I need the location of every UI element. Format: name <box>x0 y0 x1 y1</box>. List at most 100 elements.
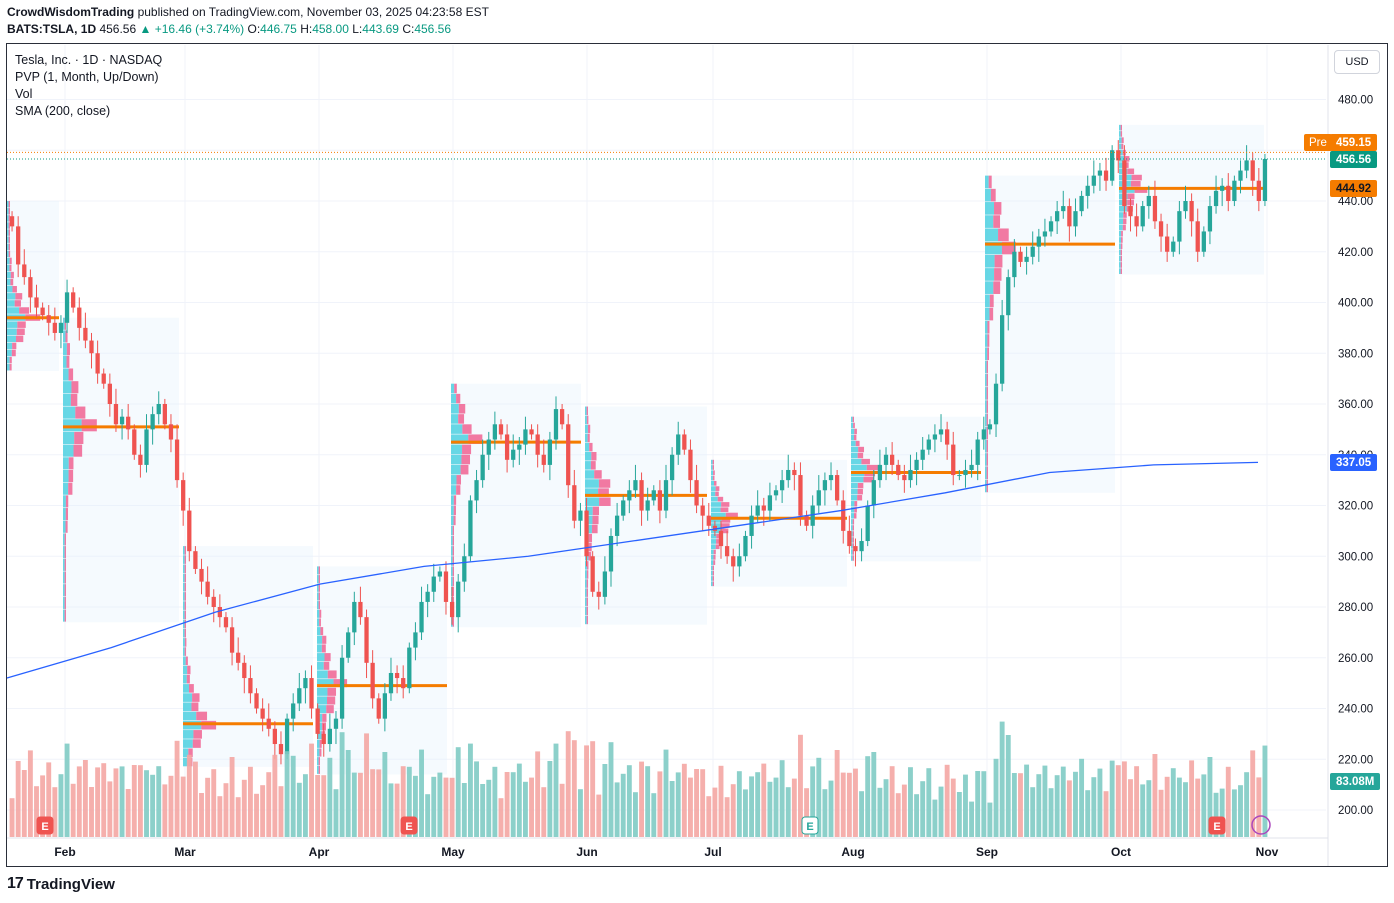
vp-down-Aug-22 <box>852 549 854 555</box>
author-name[interactable]: CrowdWisdomTrading <box>7 5 135 19</box>
candle-body-111 <box>688 449 693 481</box>
candle-body-159 <box>981 429 986 440</box>
y-tick-440: 440.00 <box>1338 196 1373 208</box>
vp-up-Apr-7 <box>317 627 321 636</box>
vp-up-Aug-20 <box>851 537 853 543</box>
volume-bar-48 <box>302 774 308 837</box>
earnings-marker-2 <box>801 816 819 835</box>
candle-body-79 <box>492 424 498 440</box>
candle-body-47 <box>297 688 302 704</box>
vp-down-Jan-9 <box>9 264 12 272</box>
vp-down-Oct-3 <box>1121 143 1124 150</box>
legend-title[interactable]: Tesla, Inc. · 1D · NASDAQ <box>15 53 163 67</box>
chart-frame[interactable] <box>6 43 1388 867</box>
vp-up-Oct-16 <box>1119 224 1123 231</box>
vp-down-Sep-15 <box>986 373 988 387</box>
candle-body-177 <box>1091 175 1096 186</box>
volume-bar-181 <box>1115 765 1121 837</box>
candle-body-97 <box>602 571 608 597</box>
legend-pvp[interactable]: PVP (1, Month, Up/Down) <box>15 70 159 84</box>
volume-bar-179 <box>1103 791 1109 837</box>
candle-body-62 <box>388 672 394 694</box>
tradingview-logo[interactable]: 17 TradingView <box>7 875 115 893</box>
vp-down-Feb-2 <box>66 343 70 356</box>
vp-down-Jun-11 <box>592 506 600 516</box>
vp-up-May-11 <box>451 495 454 505</box>
currency-button[interactable]: USD <box>1334 50 1380 74</box>
open-label: O: <box>247 22 261 36</box>
volume-bar-163 <box>1005 735 1011 837</box>
volume-bar-76 <box>474 761 479 837</box>
candle-body-55 <box>346 632 351 658</box>
vp-down-Apr-15 <box>327 696 336 705</box>
volume-bar-61 <box>382 752 388 837</box>
vp-up-May-12 <box>451 505 454 516</box>
candle-body-22 <box>144 429 149 465</box>
candle-body-70 <box>437 571 443 577</box>
volume-bar-53 <box>333 789 339 837</box>
candle-body-101 <box>627 490 632 501</box>
vp-up-Jul-21 <box>711 570 713 576</box>
vp-up-May-13 <box>451 515 454 526</box>
vp-down-Mar-16 <box>192 693 200 702</box>
candle-body-26 <box>168 424 174 440</box>
candle-body-182 <box>1122 160 1127 207</box>
vp-up-Aug-0 <box>851 416 853 423</box>
candle-body-147 <box>908 469 913 481</box>
candle-body-94 <box>584 510 589 557</box>
candle-body-98 <box>608 535 614 572</box>
volume-bar-79 <box>492 766 498 837</box>
vp-down-May-1 <box>456 393 461 404</box>
vp-down-Oct-8 <box>1131 174 1142 181</box>
vp-up-Feb-14 <box>63 495 66 508</box>
vp-up-Feb-3 <box>63 355 67 368</box>
volume-bar-89 <box>553 743 559 837</box>
earnings-marker-1 <box>400 816 418 835</box>
x-tick-Jul: Jul <box>704 845 721 859</box>
candle-body-28 <box>181 480 186 511</box>
vp-down-Feb-0 <box>64 317 66 330</box>
volume-bar-185 <box>1140 784 1146 837</box>
vp-up-Aug-3 <box>851 434 854 441</box>
vp-up-Mar-23 <box>183 757 189 767</box>
vp-up-Mar-14 <box>183 674 187 684</box>
vp-up-Jun-3 <box>585 433 588 443</box>
candle-body-173 <box>1067 206 1072 227</box>
volume-bar-175 <box>1079 758 1085 837</box>
vp-down-May-10 <box>456 485 461 495</box>
vp-up-Aug-17 <box>851 519 853 525</box>
legend-sma[interactable]: SMA (200, close) <box>15 104 111 118</box>
vp-down-Apr-0 <box>318 566 320 575</box>
vp-down-Sep-1 <box>990 188 996 202</box>
vp-up-Apr-12 <box>317 670 328 679</box>
vp-up-Mar-1 <box>183 555 185 564</box>
vp-down-Aug-3 <box>853 434 857 441</box>
vp-up-Apr-8 <box>317 635 323 644</box>
volume-bar-157 <box>969 801 975 837</box>
legend-vol[interactable]: Vol <box>15 87 33 101</box>
volume-bar-4 <box>34 786 39 837</box>
candle-body-174 <box>1073 211 1078 227</box>
candle-body-113 <box>700 505 705 516</box>
candle-body-162 <box>1000 315 1005 384</box>
vp-down-Jun-18 <box>586 570 589 579</box>
vp-up-Feb-5 <box>63 381 72 394</box>
vp-up-Oct-14 <box>1119 212 1124 218</box>
vp-down-Jun-19 <box>586 579 589 588</box>
candle-body-67 <box>419 601 424 633</box>
volume-bar-193 <box>1189 760 1195 837</box>
vp-down-Jul-11 <box>721 517 731 523</box>
vp-down-Jun-21 <box>586 597 588 606</box>
earnings-marker-label-2: E <box>806 821 813 833</box>
volume-bar-35 <box>223 783 229 837</box>
dividend-split-icon <box>1251 815 1271 835</box>
vp-up-Oct-19 <box>1119 243 1121 250</box>
candle-body-107 <box>663 480 669 511</box>
vp-down-Jun-2 <box>587 424 591 434</box>
candle-body-30 <box>193 551 198 569</box>
candle-body-191 <box>1177 211 1182 242</box>
candle-body-34 <box>217 607 222 618</box>
vp-up-Sep-1 <box>985 188 991 202</box>
vp-up-May-14 <box>451 525 453 536</box>
